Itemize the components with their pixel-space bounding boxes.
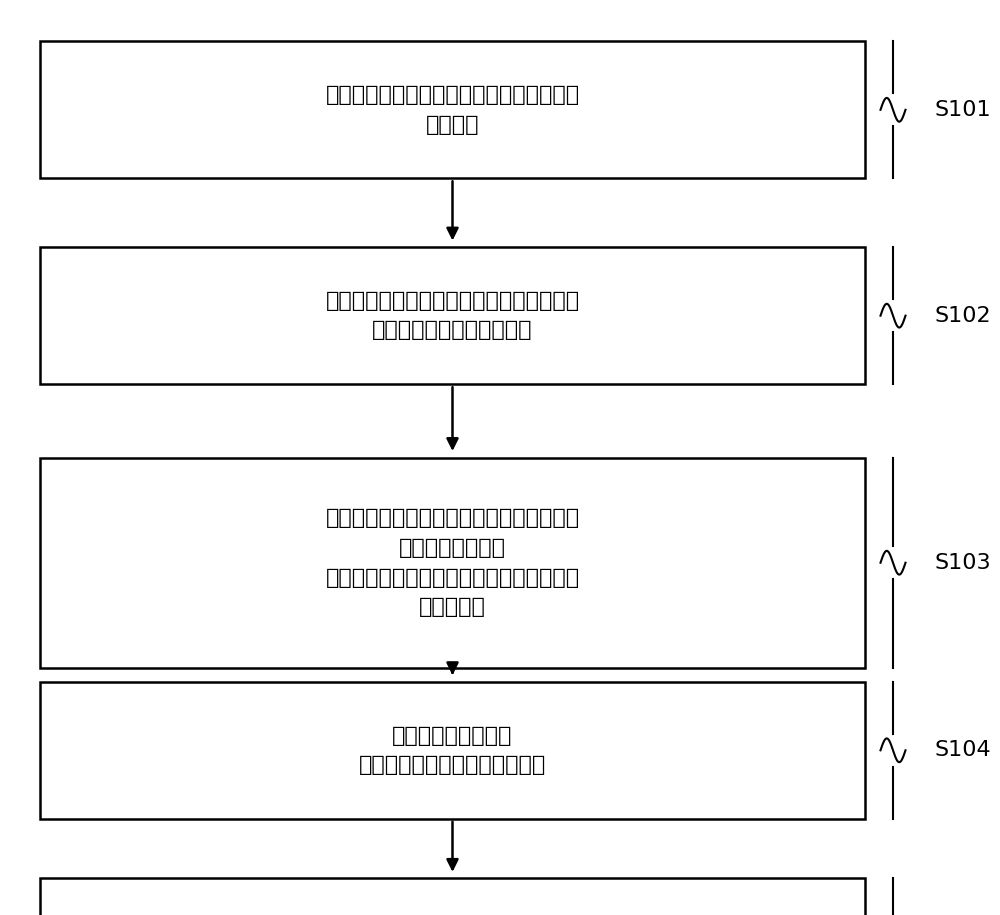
Text: 控制所述伺服电机以目标坐标控制所述运动
模组运动: 控制所述伺服电机以目标坐标控制所述运动 模组运动	[325, 85, 580, 135]
Bar	[40, 41, 865, 178]
Text: S102: S102	[935, 306, 992, 326]
Bar	[40, 458, 865, 668]
Text: 控制所述视觉检测装置至少采集一次所述运
动模组和所述标定板的图像: 控制所述视觉检测装置至少采集一次所述运 动模组和所述标定板的图像	[325, 291, 580, 340]
Bar	[40, 682, 865, 819]
Text: S101: S101	[935, 100, 992, 120]
Text: S104: S104	[935, 740, 992, 760]
Text: 根据所述误差坐标表
校正所述目标坐标得到校正坐标: 根据所述误差坐标表 校正所述目标坐标得到校正坐标	[359, 726, 546, 775]
Bar	[40, 878, 865, 915]
Bar	[40, 247, 865, 384]
Text: S103: S103	[935, 553, 992, 573]
Text: 根据所述图像获取所述运动模组的实际坐标
，并根据当前机械
坐标和所述实际坐标获取误差坐标，以得到
误差坐标表: 根据所述图像获取所述运动模组的实际坐标 ，并根据当前机械 坐标和所述实际坐标获取…	[325, 509, 580, 617]
